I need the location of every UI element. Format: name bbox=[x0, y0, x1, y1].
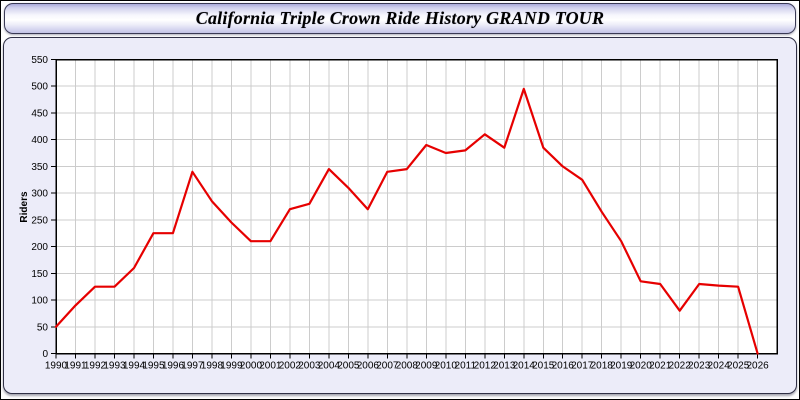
x-tick-label: 2009 bbox=[415, 361, 438, 372]
plot-background bbox=[56, 59, 777, 354]
y-tick-label: 450 bbox=[31, 108, 48, 119]
y-tick-label: 500 bbox=[31, 82, 48, 93]
x-tick-label: 2022 bbox=[669, 361, 692, 372]
y-axis-title: Riders bbox=[19, 191, 30, 223]
x-tick-label: 2001 bbox=[259, 361, 282, 372]
y-tick-label: 0 bbox=[42, 349, 48, 360]
y-tick-label: 100 bbox=[31, 296, 48, 307]
x-tick-label: 2006 bbox=[357, 361, 380, 372]
x-tick-label: 2004 bbox=[318, 361, 341, 372]
x-tick-label: 1991 bbox=[64, 361, 87, 372]
x-tick-label: 2018 bbox=[591, 361, 614, 372]
x-tick-label: 2010 bbox=[435, 361, 458, 372]
x-tick-label: 2000 bbox=[240, 361, 263, 372]
x-tick-label: 2026 bbox=[747, 361, 770, 372]
x-tick-label: 1996 bbox=[162, 361, 185, 372]
riders-data-line bbox=[54, 87, 759, 355]
x-tick-label: 2025 bbox=[727, 361, 750, 372]
y-tick-label: 550 bbox=[31, 55, 48, 66]
y-tick-label: 250 bbox=[31, 215, 48, 226]
x-tick-label: 2003 bbox=[298, 361, 321, 372]
x-tick-label: 1995 bbox=[142, 361, 165, 372]
x-tick-label: 2012 bbox=[474, 361, 497, 372]
x-tick-label: 2020 bbox=[630, 361, 653, 372]
x-tick-label: 2024 bbox=[708, 361, 731, 372]
y-tick-label: 50 bbox=[37, 322, 49, 333]
x-tick-label: 2019 bbox=[610, 361, 633, 372]
x-tick-label: 2021 bbox=[649, 361, 672, 372]
x-tick-label: 1998 bbox=[201, 361, 224, 372]
x-tick-label: 2015 bbox=[532, 361, 555, 372]
x-tick-label: 1992 bbox=[84, 361, 107, 372]
x-tick-label: 2002 bbox=[279, 361, 302, 372]
x-tick-label: 2017 bbox=[571, 361, 594, 372]
y-tick-label: 400 bbox=[31, 135, 48, 146]
y-tick-label: 350 bbox=[31, 162, 48, 173]
plot-border bbox=[55, 58, 778, 355]
y-tick-label: 200 bbox=[31, 242, 48, 253]
y-tick-label: 300 bbox=[31, 189, 48, 200]
x-tick-label: 1993 bbox=[103, 361, 126, 372]
x-tick-label: 2016 bbox=[552, 361, 575, 372]
x-tick-label: 1990 bbox=[45, 361, 68, 372]
x-tick-label: 2011 bbox=[455, 361, 477, 372]
x-tick-label: 1994 bbox=[123, 361, 146, 372]
x-tick-label: 2005 bbox=[337, 361, 360, 372]
x-tick-label: 1997 bbox=[181, 361, 204, 372]
x-tick-label: 2007 bbox=[376, 361, 399, 372]
window-title: California Triple Crown Ride History GRA… bbox=[195, 8, 605, 28]
x-tick-label: 2008 bbox=[396, 361, 419, 372]
x-tick-label: 2014 bbox=[513, 361, 536, 372]
y-tick-label: 150 bbox=[31, 269, 48, 280]
x-tick-label: 2013 bbox=[493, 361, 516, 372]
x-tick-label: 2023 bbox=[688, 361, 711, 372]
window-title-bar: California Triple Crown Ride History GRA… bbox=[4, 3, 796, 34]
x-tick-label: 1999 bbox=[220, 361, 243, 372]
